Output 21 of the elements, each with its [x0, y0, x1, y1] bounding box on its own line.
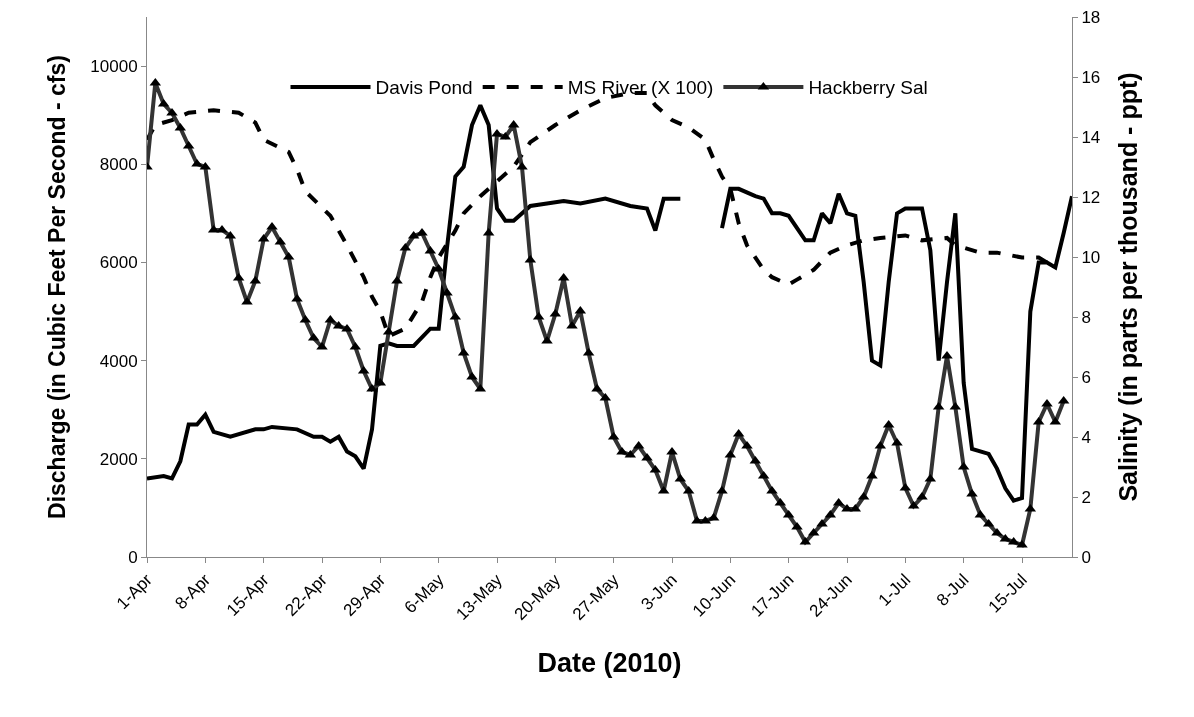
y2-tick-label: 8 — [1081, 307, 1091, 327]
legend-label: Hackberry Sal — [808, 77, 928, 99]
y2-tick-label: 14 — [1081, 127, 1101, 147]
y-axis-title: Discharge (in Cubic Feet Per Second - cfs) — [43, 55, 70, 519]
y2-tick-label: 2 — [1081, 487, 1091, 507]
y2-axis-title: Salinity (in parts per thousand - ppt) — [1114, 72, 1143, 502]
y2-tick-label: 10 — [1081, 247, 1101, 267]
legend-label: Davis Pond — [375, 77, 473, 99]
y2-tick-label: 18 — [1081, 7, 1101, 27]
y-tick-label: 8000 — [99, 155, 138, 175]
y-tick-label: 10000 — [90, 57, 138, 77]
y-tick-label: 6000 — [99, 253, 138, 273]
y-tick-label: 2000 — [99, 449, 138, 469]
y2-tick-label: 16 — [1081, 67, 1101, 87]
y2-tick-label: 6 — [1081, 367, 1091, 387]
y2-tick-label: 12 — [1081, 187, 1101, 207]
y2-tick-label: 0 — [1081, 547, 1091, 567]
y2-tick-label: 4 — [1081, 427, 1091, 447]
x-axis-title: Date (2010) — [537, 648, 682, 679]
y-tick-label: 4000 — [99, 351, 138, 371]
y-tick-label: 0 — [128, 547, 138, 567]
